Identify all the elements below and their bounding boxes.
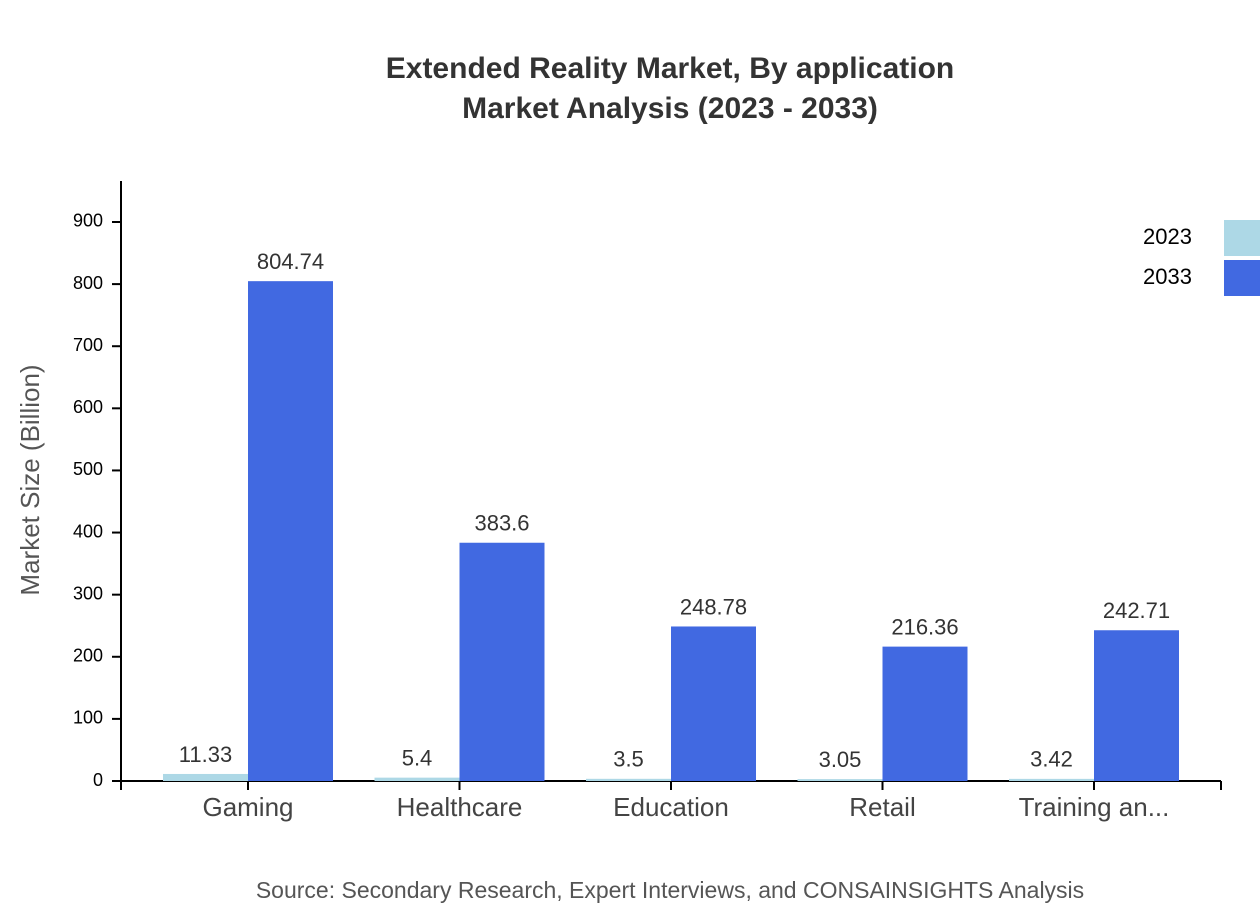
y-tick-label: 100: [73, 708, 103, 728]
y-tick-label: 300: [73, 583, 103, 603]
legend-swatch: [1224, 260, 1260, 296]
bar: [1009, 778, 1094, 781]
value-label: 5.4: [402, 745, 433, 770]
bar: [671, 626, 756, 781]
value-label: 3.05: [819, 747, 862, 772]
y-axis-label: Market Size (Billion): [15, 364, 45, 595]
y-tick-label: 600: [73, 397, 103, 417]
legend-label: 2033: [1143, 264, 1192, 289]
chart-title: Extended Reality Market, By application: [386, 52, 955, 85]
value-label: 3.42: [1030, 747, 1073, 772]
y-tick-label: 200: [73, 646, 103, 666]
bar: [459, 542, 545, 781]
legend-swatch: [1224, 220, 1260, 256]
y-tick-label: 800: [73, 273, 103, 293]
value-label: 383.6: [474, 511, 529, 536]
value-label: 242.71: [1103, 598, 1170, 623]
value-label: 804.74: [257, 249, 324, 274]
bar: [797, 779, 883, 781]
bar: [163, 773, 248, 781]
x-tick-label: Gaming: [202, 792, 293, 822]
value-label: 248.78: [680, 594, 747, 619]
chart-subtitle: Market Analysis (2023 - 2033): [462, 92, 878, 125]
bar: [882, 646, 968, 781]
x-tick-label: Training an...: [1019, 792, 1170, 822]
bar: [248, 281, 333, 781]
x-tick-label: Retail: [849, 792, 915, 822]
bar: [374, 777, 460, 781]
value-label: 11.33: [179, 742, 232, 767]
value-label: 3.5: [613, 747, 644, 772]
bar: [586, 778, 671, 781]
y-tick-label: 500: [73, 459, 103, 479]
y-tick-label: 900: [73, 211, 103, 231]
x-tick-label: Education: [613, 792, 729, 822]
source-note: Source: Secondary Research, Expert Inter…: [256, 877, 1084, 903]
value-label: 216.36: [891, 614, 958, 639]
legend-label: 2023: [1143, 224, 1192, 249]
y-tick-label: 400: [73, 521, 103, 541]
bar: [1094, 630, 1179, 781]
x-tick-label: Healthcare: [397, 792, 523, 822]
y-tick-label: 700: [73, 335, 103, 355]
y-tick-label: 0: [93, 770, 103, 790]
